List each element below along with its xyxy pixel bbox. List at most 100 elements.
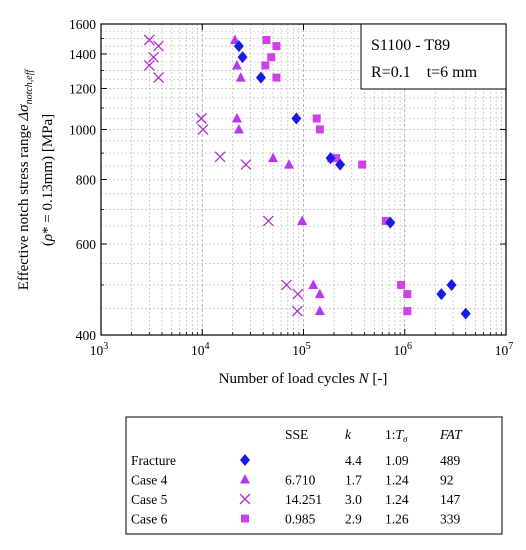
table-row-label: Case 5 (131, 492, 168, 507)
table-row-label: Case 6 (131, 512, 168, 527)
table-header-k: k (345, 427, 352, 442)
data-point-case-4 (235, 72, 246, 82)
data-point-case-5 (291, 305, 303, 317)
y-axis-title-line1: Effective notch stress range Δσnotch,eff (16, 68, 35, 290)
data-point-case-4 (297, 215, 308, 225)
table-header-sse: SSE (285, 427, 308, 442)
y-tick-label: 1000 (69, 122, 96, 137)
data-point-case-4 (314, 305, 325, 316)
table-header-fat: FAT (439, 427, 463, 442)
table-cell-fat: 147 (440, 492, 461, 507)
data-point-case-4 (314, 288, 325, 299)
legend-marker-case-4 (240, 474, 250, 484)
table-cell-sse: 6.710 (285, 473, 316, 488)
y-tick-labels: 400 600 800 1000 1200 1400 1600 (69, 17, 96, 343)
x-tick-label: 103 (90, 341, 109, 358)
data-point-case-4 (229, 34, 240, 44)
data-point-case-4 (231, 59, 242, 70)
data-point-case-6 (332, 154, 341, 163)
data-point-fracture (385, 216, 396, 229)
table-cell-ratio: 1.24 (385, 473, 409, 488)
data-point-case-5 (281, 279, 293, 291)
x-tick-label: 105 (292, 341, 311, 358)
data-point-fracture (291, 112, 302, 125)
x-tick-label: 104 (191, 341, 210, 358)
data-point-case-5 (143, 34, 155, 46)
table-row-label: Case 4 (131, 473, 168, 488)
annotation-line2: R=0.1 t=6 mm (371, 64, 478, 81)
data-point-case-6 (381, 216, 390, 225)
table-row: Case 4 6.710 1.7 1.24 92 (131, 473, 454, 488)
legend-marker-fracture (240, 454, 250, 466)
data-point-case-6 (267, 53, 276, 62)
y-tick-label: 400 (76, 328, 97, 343)
data-point-fracture (255, 71, 266, 84)
table-cell-k: 4.4 (345, 453, 362, 468)
data-point-case-5 (148, 51, 159, 63)
data-point-case-6 (358, 160, 367, 169)
table-cell-fat: 92 (440, 473, 454, 488)
data-point-case-5 (153, 40, 164, 52)
data-point-case-5 (262, 215, 274, 227)
data-point-case-5 (153, 72, 164, 84)
data-point-fracture (335, 158, 346, 171)
data-point-case-6 (262, 35, 271, 44)
table-cell-fat: 339 (440, 512, 461, 527)
table-cell-fat: 489 (440, 453, 461, 468)
table-row: Case 5 14.251 3.0 1.24 147 (131, 492, 461, 507)
table-cell-sse: 0.985 (285, 512, 316, 527)
x-axis-title: Number of load cycles N [-] (219, 371, 388, 387)
table-cell-ratio: 1.24 (385, 492, 409, 507)
legend-table-frame (125, 416, 503, 535)
y-tick-label: 600 (76, 237, 97, 252)
legend-table: SSE k 1:Tσ FAT Fracture 4.4 1.09 489 Case 4 6… (125, 416, 503, 535)
data-point-fracture (446, 278, 457, 291)
table-cell-ratio: 1.26 (385, 512, 409, 527)
table-row: Fracture 4.4 1.09 489 (131, 453, 461, 468)
data-point-case-5 (143, 60, 155, 71)
data-point-case-6 (312, 114, 321, 123)
data-point-case-5 (195, 113, 207, 124)
x-tick-labels: 103 104 105 106 107 (90, 341, 514, 358)
data-point-case-6 (403, 307, 412, 316)
table-cell-ratio: 1.09 (385, 453, 409, 468)
table-cell-k: 2.9 (345, 512, 362, 527)
annotation-box (360, 23, 507, 90)
y-tick-label: 800 (76, 173, 97, 188)
data-point-case-5 (214, 151, 226, 163)
y-axis-title-line2: (ρ* = 0.13mm) [MPa] (40, 114, 56, 246)
data-point-fracture (237, 51, 248, 64)
data-point-fracture (460, 307, 471, 320)
x-tick-label: 107 (495, 341, 514, 358)
table-cell-sse: 14.251 (285, 492, 322, 507)
x-tick-label: 106 (394, 341, 413, 358)
data-point-case-6 (397, 280, 406, 289)
y-tick-label: 1200 (69, 82, 96, 97)
legend-marker-case-6 (241, 514, 249, 523)
table-cell-k: 3.0 (345, 492, 362, 507)
legend-marker-case-5 (239, 493, 251, 505)
data-point-case-5 (240, 159, 252, 171)
data-point-case-4 (308, 279, 319, 289)
data-point-case-6 (261, 61, 270, 70)
data-point-case-5 (197, 123, 209, 135)
table-row: Case 6 0.985 2.9 1.26 339 (131, 512, 461, 527)
table-cell-k: 1.7 (345, 473, 362, 488)
data-point-case-6 (403, 290, 412, 299)
data-point-case-4 (233, 123, 244, 134)
y-tick-label: 1400 (69, 47, 96, 62)
data-point-fracture (233, 40, 244, 53)
table-header-ratio: 1:Tσ (385, 427, 408, 444)
y-axis-title: Effective notch stress range Δσnotch,eff… (16, 68, 56, 290)
annotation-line1: S1100 - T89 (371, 37, 450, 54)
y-tick-label: 1600 (69, 17, 96, 32)
data-points (143, 34, 471, 320)
data-point-case-6 (315, 125, 324, 134)
data-point-case-5 (292, 288, 304, 300)
data-point-case-4 (231, 112, 242, 123)
data-point-case-4 (268, 152, 279, 163)
table-row-label: Fracture (131, 453, 176, 468)
data-point-fracture (436, 288, 447, 301)
